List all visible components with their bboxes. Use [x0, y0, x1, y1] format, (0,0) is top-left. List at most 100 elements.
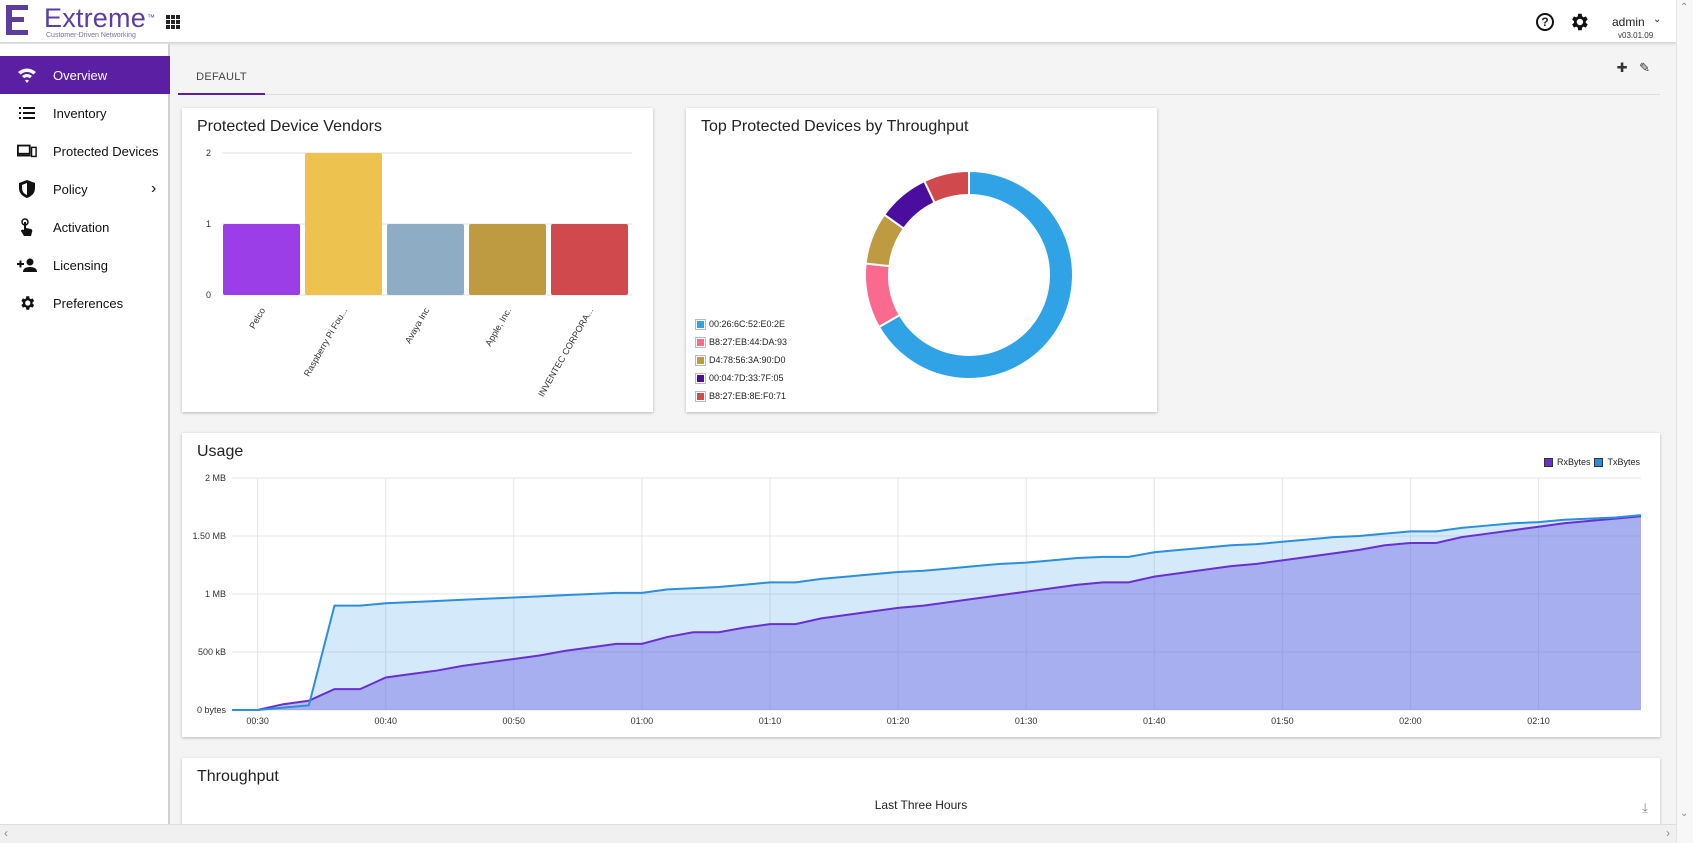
extreme-logo-icon	[6, 5, 28, 35]
add-person-icon	[17, 256, 37, 274]
area-fill	[232, 515, 1641, 710]
legend-swatch	[1543, 457, 1553, 467]
legend-item[interactable]: B8:27:EB:8E:F0:71	[695, 387, 787, 405]
legend-label: B8:27:EB:8E:F0:71	[709, 391, 787, 401]
sidebar-item-label: Protected Devices	[53, 143, 159, 159]
scroll-left-icon[interactable]: ‹	[4, 826, 8, 840]
x-tick-label: 01:10	[759, 716, 782, 726]
legend-swatch	[695, 318, 706, 330]
x-tick-label: Avaya Inc	[403, 306, 432, 346]
horizontal-scrollbar[interactable]: ‹ ›	[0, 824, 1676, 843]
legend-label: 00:04:7D:33:7F:05	[709, 373, 784, 383]
legend-swatch	[695, 354, 706, 366]
x-tick-label: Pelco	[247, 306, 267, 330]
donut-slice	[877, 169, 1074, 380]
x-tick-label: 01:00	[631, 716, 654, 726]
chevron-right-icon: ›	[151, 180, 157, 197]
y-tick-label: 0 bytes	[197, 705, 227, 715]
sidebar-item-label: Preferences	[53, 295, 124, 311]
legend-item[interactable]: 00:26:6C:52:E0:2E	[695, 315, 787, 333]
card-title: Protected Device Vendors	[197, 118, 382, 135]
usage-legend: RxBytes TxBytes	[1540, 457, 1640, 467]
bar	[223, 224, 300, 295]
sidebar-item-label: Overview	[53, 67, 108, 83]
version-label: v03.01.09	[1618, 31, 1654, 40]
sidebar: Overview Inventory Protected Devices Pol…	[0, 44, 170, 824]
y-tick-label: 2 MB	[205, 473, 226, 483]
legend-label[interactable]: RxBytes	[1556, 457, 1591, 467]
devices-icon	[17, 142, 37, 160]
y-tick-label: 1 MB	[205, 589, 226, 599]
touch-icon	[17, 218, 37, 236]
gear-icon	[17, 294, 37, 312]
sidebar-item-inventory[interactable]: Inventory	[0, 94, 170, 132]
usage-card: Usage RxBytes TxBytes 0 bytes 500 kB 1 MB 1.…	[182, 433, 1660, 737]
dashboard-tabbar: DEFAULT ✚ ✎	[178, 55, 1660, 95]
tab-default[interactable]: DEFAULT	[178, 55, 265, 95]
help-icon[interactable]: ?	[1536, 13, 1554, 31]
donut-slice	[864, 262, 902, 329]
legend-swatch	[695, 372, 706, 384]
sidebar-item-protected-devices[interactable]: Protected Devices	[0, 132, 170, 170]
legend-label: B8:27:EB:44:DA:93	[709, 337, 788, 347]
y-tick-label: 1.50 MB	[192, 531, 226, 541]
sidebar-item-preferences[interactable]: Preferences	[0, 284, 170, 322]
edit-icon[interactable]: ✎	[1639, 60, 1650, 75]
settings-gear-icon[interactable]	[1568, 11, 1590, 33]
user-menu[interactable]: admin	[1612, 15, 1645, 29]
x-tick-label: 01:50	[1271, 716, 1294, 726]
x-tick-label: 00:30	[246, 716, 269, 726]
legend-item[interactable]: 00:04:7D:33:7F:05	[695, 369, 787, 387]
top-header: Extreme™ Customer-Driven Networking ? ad…	[0, 0, 1676, 43]
card-title: Usage	[197, 443, 244, 460]
legend-label: 00:26:6C:52:E0:2E	[709, 319, 786, 329]
list-icon	[17, 104, 37, 122]
donut-slice	[922, 169, 970, 205]
x-tick-label: Raspberry Pi Fou...	[302, 306, 349, 378]
download-icon[interactable]: ⤓	[1642, 800, 1648, 815]
add-icon[interactable]: ✚	[1616, 60, 1628, 75]
scroll-right-icon[interactable]: ›	[1666, 826, 1670, 840]
legend-item[interactable]: D4:78:56:3A:90:D0	[695, 351, 787, 369]
y-tick-label: 1	[206, 219, 211, 229]
apps-grid-icon[interactable]	[166, 15, 180, 29]
chevron-down-icon[interactable]: ⌄	[1653, 14, 1662, 25]
y-tick-label: 500 kB	[198, 647, 226, 657]
vendors-card: Protected Device Vendors 0 1 2 Pelco Raspber…	[182, 108, 653, 412]
top-devices-card: Top Protected Devices by Throughput 00:2…	[686, 108, 1157, 412]
card-title: Top Protected Devices by Throughput	[701, 118, 969, 135]
sidebar-item-label: Inventory	[53, 105, 107, 121]
sidebar-item-label: Licensing	[53, 257, 108, 273]
vertical-scrollbar[interactable]: ⌃ ⌄	[1676, 0, 1693, 843]
wifi-icon	[17, 66, 37, 84]
scroll-down-icon[interactable]: ⌄	[1680, 808, 1689, 819]
y-tick-label: 0	[206, 290, 211, 300]
sidebar-item-licensing[interactable]: Licensing	[0, 246, 170, 284]
sidebar-item-activation[interactable]: Activation	[0, 208, 170, 246]
x-tick-label: 02:10	[1527, 716, 1550, 726]
sidebar-item-overview[interactable]: Overview	[0, 56, 170, 94]
x-tick-label: 01:20	[887, 716, 910, 726]
usage-area-chart: 0 bytes 500 kB 1 MB 1.50 MB 2 MB 00:30 00:40 00…	[192, 473, 1642, 726]
y-tick-label: 2	[206, 148, 211, 158]
legend-item[interactable]: B8:27:EB:44:DA:93	[695, 333, 788, 351]
scroll-up-icon[interactable]: ⌃	[1680, 2, 1689, 13]
legend-label[interactable]: TxBytes	[1607, 457, 1640, 467]
x-tick-label: 00:40	[374, 716, 397, 726]
card-title: Throughput	[197, 768, 279, 785]
x-tick-label: 01:40	[1143, 716, 1166, 726]
sidebar-item-policy[interactable]: Policy ›	[0, 170, 170, 208]
trademark-mark: ™	[146, 13, 156, 22]
legend-label: D4:78:56:3A:90:D0	[709, 355, 786, 365]
bar	[387, 224, 464, 295]
brand-tagline: Customer-Driven Networking	[46, 32, 136, 39]
sidebar-item-label: Policy	[53, 181, 88, 197]
x-tick-label: Apple, Inc.	[483, 306, 513, 348]
x-tick-label: 00:50	[503, 716, 526, 726]
area-fill	[232, 516, 1641, 710]
extreme-logo[interactable]: Extreme™ Customer-Driven Networking	[4, 3, 155, 39]
x-tick-label: INVENTEC CORPORA...	[536, 306, 595, 398]
shield-icon	[17, 180, 37, 198]
legend-swatch	[695, 336, 706, 348]
bar	[551, 224, 628, 295]
